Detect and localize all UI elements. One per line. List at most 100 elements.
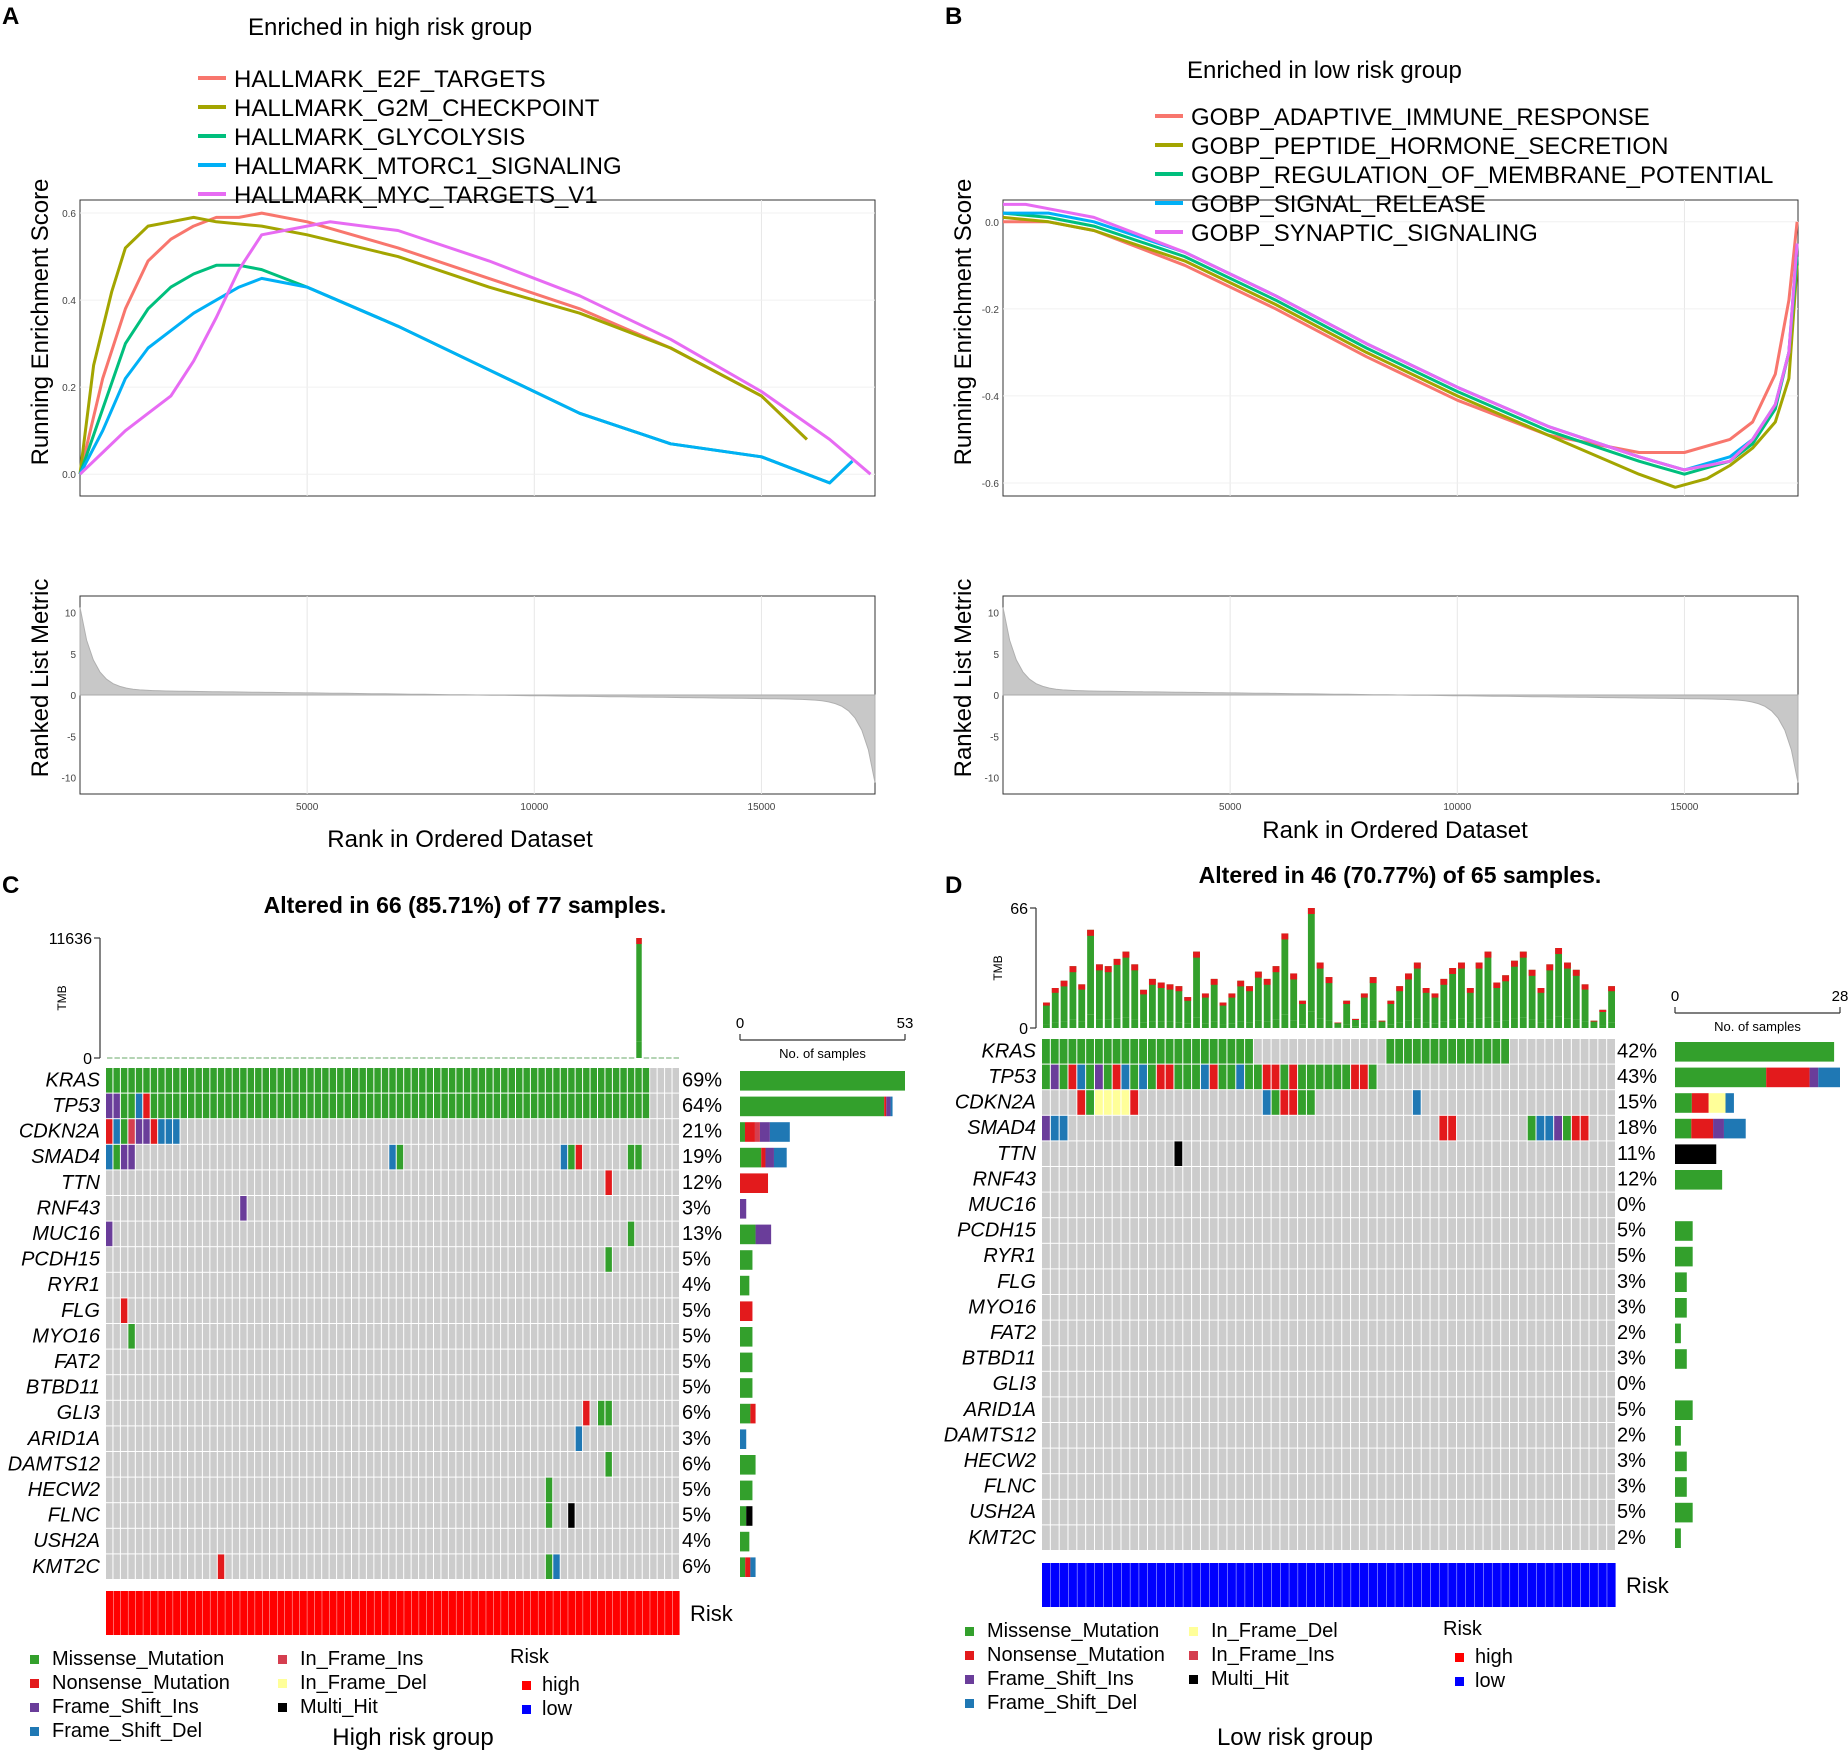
oncoplot-c-cell (568, 1477, 575, 1503)
oncoplot-c-cell (352, 1119, 359, 1144)
oncoplot-d-cell (1421, 1064, 1430, 1090)
oncoplot-d-cell (1368, 1397, 1377, 1422)
oncoplot-c-cell (530, 1196, 538, 1221)
oncoplot-d-cell (1306, 1499, 1315, 1525)
oncoplot-c-cell (188, 1324, 195, 1349)
oncoplot-c-cell (240, 1375, 247, 1400)
oncoplot-d-cell (1068, 1167, 1077, 1192)
oncoplot-d-cell (1147, 1320, 1156, 1346)
oncoplot-c-cell (598, 1477, 605, 1503)
oncoplot-d-cell (1227, 1064, 1236, 1090)
oncoplot-d-cell (1563, 1141, 1571, 1166)
oncoplot-d-cell (1103, 1474, 1112, 1499)
oncoplot-c-cell (426, 1324, 433, 1349)
oncoplot-c-cell (381, 1554, 389, 1579)
oncoplot-d-cell (1315, 1474, 1324, 1499)
oncoplot-c-cell (322, 1119, 329, 1144)
oncoplot-d-gene-percent-4: 11% (1617, 1143, 1656, 1165)
oncoplot-d-cell (1112, 1090, 1121, 1115)
oncoplot-c-cell (553, 1170, 560, 1195)
oncoplot-d-cell (1421, 1397, 1430, 1422)
oncoplot-d-cell (1271, 1320, 1280, 1346)
oncoplot-c-cell (225, 1477, 232, 1503)
oncoplot-c-cell (337, 1477, 344, 1503)
oncoplot-c-cell (359, 1528, 366, 1554)
oncoplot-d-tmb-bar-base-41 (1405, 1020, 1412, 1028)
oncoplot-d-cell (1050, 1269, 1059, 1294)
oncoplot-c-cell (329, 1349, 337, 1375)
oncoplot-c-gene-percent-0: 69% (682, 1069, 722, 1091)
oncoplot-d-cell (1412, 1269, 1421, 1294)
oncoplot-c-legend-swatch-3 (30, 1727, 39, 1736)
oncoplot-c-cell (314, 1477, 322, 1503)
oncoplot-c-cell (598, 1528, 605, 1554)
oncoplot-d-cell (1289, 1474, 1298, 1499)
oncoplot-d-cell (1068, 1499, 1077, 1525)
oncoplot-c-risk-cell (359, 1591, 367, 1635)
oncoplot-c-cell (486, 1349, 493, 1375)
oncoplot-d-cell (1165, 1448, 1174, 1474)
oncoplot-c-cell (352, 1298, 359, 1323)
oncoplot-c-cell (411, 1528, 419, 1554)
oncoplot-d-cell (1510, 1269, 1518, 1294)
oncoplot-c-cell (262, 1375, 269, 1400)
oncoplot-d-cell (1174, 1474, 1183, 1499)
oncoplot-c-gene-label-19: KMT2C (32, 1556, 100, 1578)
oncoplot-d-cell (1545, 1243, 1554, 1269)
oncoplot-c-cell (247, 1477, 255, 1503)
oncoplot-c-bar-17-missense (740, 1506, 747, 1526)
oncoplot-c-cell (232, 1477, 240, 1503)
oncoplot-c-cell (337, 1144, 344, 1170)
oncoplot-d-cell (1571, 1192, 1580, 1218)
oncoplot-d-cell (1563, 1218, 1571, 1243)
gsea-b-line-4 (1003, 202, 1799, 472)
oncoplot-d-cell (1483, 1525, 1492, 1550)
oncoplot-c-cell (545, 1196, 553, 1221)
oncoplot-c-cell (337, 1272, 344, 1298)
oncoplot-c-cell (441, 1221, 448, 1247)
oncoplot-d-cell (1306, 1269, 1315, 1294)
oncoplot-d-cell (1510, 1371, 1518, 1397)
oncoplot-d-cell (1598, 1039, 1607, 1064)
oncoplot-c-cell (478, 1375, 486, 1400)
oncoplot-c-cell (553, 1426, 560, 1451)
oncoplot-d-cell (1501, 1064, 1510, 1090)
oncoplot-c-cell (583, 1426, 590, 1451)
oncoplot-c-risk-cell (292, 1591, 300, 1635)
oncoplot-c-risk-cell (217, 1591, 225, 1635)
oncoplot-c-cell (434, 1477, 441, 1503)
oncoplot-c-cell (530, 1477, 538, 1503)
oncoplot-d-cell (1342, 1039, 1351, 1064)
oncoplot-c-cell (426, 1144, 433, 1170)
oncoplot-d-risk-cell (1306, 1563, 1316, 1607)
oncoplot-c-cell (516, 1119, 523, 1144)
oncoplot-c-cell (195, 1426, 202, 1451)
oncoplot-d-tmb-bar-base-64 (1608, 1022, 1615, 1028)
oncoplot-c-bar-6-missense (740, 1224, 756, 1245)
oncoplot-c-cell (635, 1298, 642, 1323)
oncoplot-c-cell (642, 1503, 650, 1528)
oncoplot-c-cell (150, 1554, 158, 1579)
oncoplot-c-cell (396, 1298, 404, 1323)
oncoplot-d-cell (1103, 1499, 1112, 1525)
oncoplot-d-cell (1103, 1525, 1112, 1550)
oncoplot-d-cell (1094, 1423, 1103, 1448)
oncoplot-c-cell (366, 1324, 374, 1349)
oncoplot-c-risk-cell (262, 1591, 270, 1635)
oncoplot-c-cell (210, 1528, 217, 1554)
gsea-a-legend-label-3: HALLMARK_MTORC1_SIGNALING (234, 153, 622, 180)
oncoplot-c-cell (366, 1528, 374, 1554)
oncoplot-c-cell (143, 1452, 150, 1477)
gsea-a-line-3 (78, 276, 854, 485)
oncoplot-c-cell (381, 1452, 389, 1477)
oncoplot-d-bar-1-frame_shift_del (1818, 1067, 1840, 1088)
oncoplot-c-risk-cell (516, 1591, 524, 1635)
oncoplot-c-cell (366, 1144, 374, 1170)
oncoplot-c-cell (441, 1528, 448, 1554)
oncoplot-d-cell (1527, 1192, 1536, 1218)
oncoplot-c-cell (605, 1452, 612, 1477)
oncoplot-d-cell (1589, 1525, 1598, 1550)
oncoplot-d-risk-cell (1527, 1563, 1537, 1607)
oncoplot-c-cell (463, 1426, 471, 1451)
oncoplot-c-cell (188, 1272, 195, 1298)
